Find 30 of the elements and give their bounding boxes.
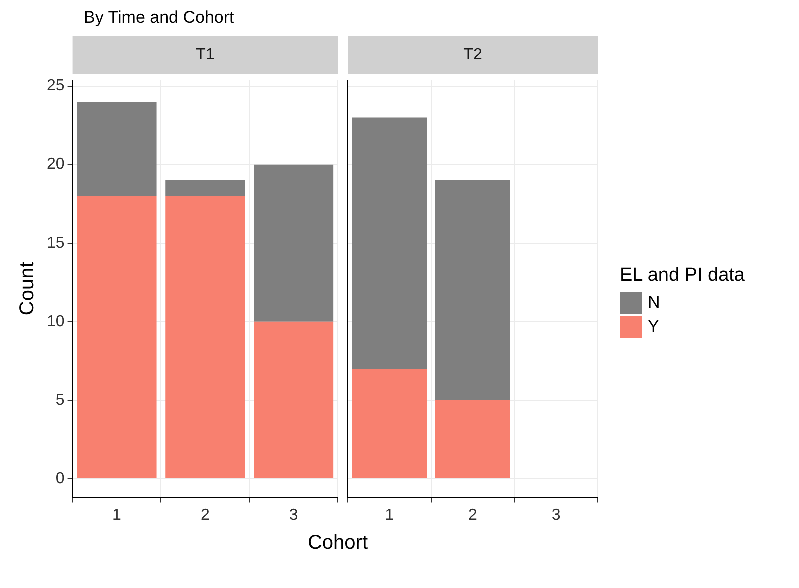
legend-label: N xyxy=(648,293,660,313)
x-tick-label: 2 xyxy=(200,506,210,524)
chart-subtitle: T2 xyxy=(464,46,482,64)
bar xyxy=(436,400,510,478)
y-tick-label: 10 xyxy=(47,313,65,330)
bar xyxy=(77,196,157,478)
x-tick-label: 1 xyxy=(112,506,122,524)
x-tick-label: 3 xyxy=(552,506,561,524)
y-tick-label: 20 xyxy=(47,156,65,174)
bar xyxy=(77,102,157,196)
bar xyxy=(352,369,428,478)
bar xyxy=(254,164,334,322)
legend-label: Y xyxy=(648,317,660,337)
y-tick-label: 25 xyxy=(47,78,65,95)
bar xyxy=(254,322,334,478)
bar xyxy=(166,196,246,478)
y-tick-label: 0 xyxy=(56,470,65,488)
x-tick-label: 2 xyxy=(468,506,478,524)
x-tick-label: 1 xyxy=(385,506,394,524)
bar xyxy=(436,180,510,400)
bar xyxy=(166,180,246,196)
bar xyxy=(352,118,428,370)
y-tick-label: 15 xyxy=(47,234,65,252)
chart-subtitle: T1 xyxy=(196,46,215,64)
y-axis-title: Count xyxy=(16,262,39,316)
x-tick-label: 3 xyxy=(289,506,298,524)
legend-title: EL and PI data xyxy=(620,265,746,287)
y-tick-label: 5 xyxy=(56,392,65,409)
x-axis-title: Cohort xyxy=(306,532,370,555)
chart-title: By Time and Cohort xyxy=(83,8,236,29)
